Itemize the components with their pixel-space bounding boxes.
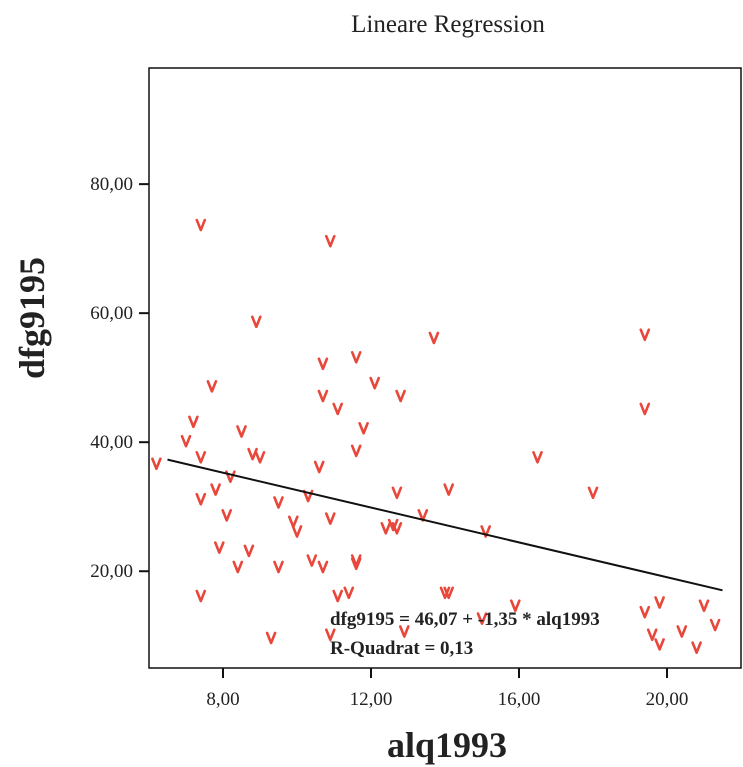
data-point xyxy=(221,509,232,522)
data-point xyxy=(232,560,244,574)
data-point xyxy=(395,389,406,403)
data-point xyxy=(273,496,284,509)
data-point xyxy=(195,451,207,464)
data-point xyxy=(332,402,343,416)
data-point xyxy=(350,351,362,364)
data-point xyxy=(195,218,207,232)
data-point xyxy=(306,554,318,567)
data-point xyxy=(317,389,329,403)
data-point xyxy=(399,625,410,638)
data-point xyxy=(236,425,247,438)
data-point xyxy=(317,560,329,574)
data-point xyxy=(369,376,380,390)
data-point xyxy=(646,628,658,642)
data-point xyxy=(188,415,199,429)
data-point xyxy=(206,380,218,393)
data-point xyxy=(325,628,336,642)
data-point xyxy=(265,631,277,645)
data-point xyxy=(691,641,702,654)
y-axis-ticks: 20,00 40,00 60,00 80,00 xyxy=(90,174,149,582)
data-point xyxy=(317,357,329,371)
data-point xyxy=(387,518,399,532)
x-tick-label: 16,00 xyxy=(498,689,541,710)
data-point xyxy=(476,612,488,625)
data-point xyxy=(439,586,451,600)
y-tick-label: 60,00 xyxy=(90,303,133,324)
data-point xyxy=(358,421,369,435)
data-point xyxy=(639,605,651,619)
x-tick-label: 20,00 xyxy=(646,689,689,710)
data-point xyxy=(243,544,255,558)
data-point xyxy=(350,557,362,571)
data-point xyxy=(214,541,225,554)
data-point xyxy=(325,512,336,525)
regression-equation: dfg9195 = 46,07 + -1,35 * alq1993 xyxy=(330,609,600,630)
data-point xyxy=(195,589,207,603)
data-point xyxy=(510,599,521,613)
data-point xyxy=(332,589,343,603)
chart-title: Lineare Regression xyxy=(351,11,545,38)
y-axis-label: dfg9195 xyxy=(12,257,52,379)
regression-line-group xyxy=(167,458,723,592)
data-point xyxy=(443,483,454,496)
x-tick-label: 12,00 xyxy=(350,689,393,710)
data-point xyxy=(391,486,403,500)
data-point xyxy=(639,328,651,342)
data-point xyxy=(709,618,721,632)
data-point xyxy=(443,586,454,600)
data-point xyxy=(587,486,599,500)
x-axis-ticks: 8,00 12,00 16,00 20,00 xyxy=(206,668,688,710)
data-point xyxy=(343,586,355,600)
data-point xyxy=(654,638,665,651)
x-axis-label: alq1993 xyxy=(387,725,507,765)
data-point xyxy=(254,451,266,464)
data-point xyxy=(428,331,440,345)
data-point xyxy=(654,596,665,609)
y-tick-label: 80,00 xyxy=(90,174,133,195)
y-tick-label: 20,00 xyxy=(90,561,133,582)
data-point xyxy=(273,560,284,574)
data-points xyxy=(151,218,721,654)
data-point xyxy=(639,402,651,416)
plot-area-frame xyxy=(148,67,742,669)
data-point xyxy=(676,625,688,638)
data-point xyxy=(480,525,491,538)
data-point xyxy=(380,521,392,535)
data-point xyxy=(180,434,192,448)
data-point xyxy=(350,444,362,458)
regression-line xyxy=(167,458,723,592)
data-point xyxy=(195,492,207,506)
data-point xyxy=(325,234,336,248)
data-point xyxy=(532,451,543,464)
data-point xyxy=(698,599,710,613)
data-point xyxy=(251,315,262,329)
y-tick-label: 40,00 xyxy=(90,432,133,453)
data-point xyxy=(291,525,303,538)
data-point xyxy=(151,457,162,471)
x-tick-label: 8,00 xyxy=(206,689,239,710)
data-point xyxy=(391,521,403,535)
data-point xyxy=(210,483,221,496)
r-squared-label: R-Quadrat = 0,13 xyxy=(330,638,473,659)
data-point xyxy=(313,460,325,474)
